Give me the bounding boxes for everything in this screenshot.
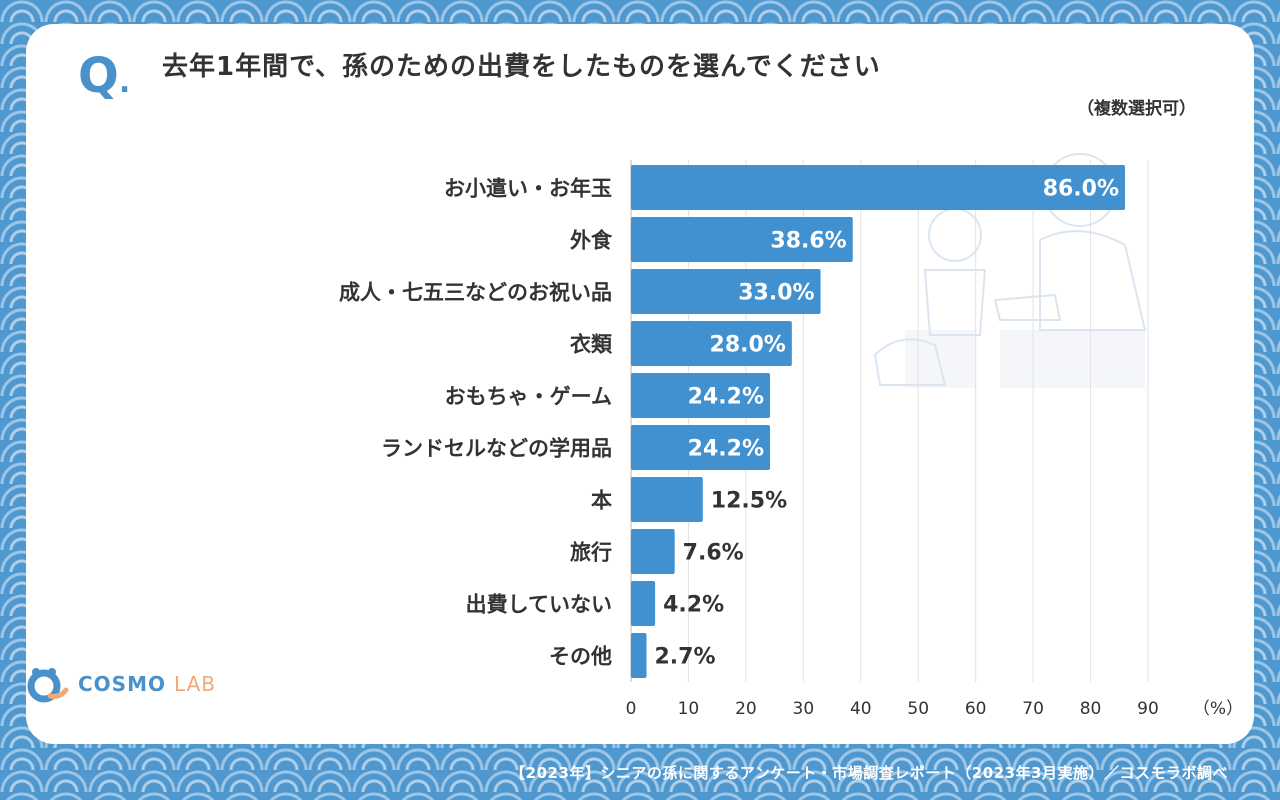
- category-label-5: ランドセルなどの学用品: [381, 437, 612, 461]
- bars: [631, 165, 1126, 678]
- value-label-6: 12.5%: [711, 489, 787, 514]
- category-label-7: 旅行: [570, 541, 612, 565]
- logo-cosmo-text: COSMO: [78, 672, 166, 696]
- bar-5: [631, 425, 771, 470]
- chart-title: 去年1年間で、孫のための出費をしたものを選んでください: [162, 52, 881, 82]
- bar-0: [631, 165, 1126, 210]
- category-label-4: おもちゃ・ゲーム: [445, 385, 612, 409]
- category-label-1: 外食: [570, 229, 613, 253]
- value-label-3: 28.0%: [710, 333, 786, 358]
- x-tick-label-80: 80: [1080, 699, 1102, 719]
- category-label-8: 出費していない: [466, 593, 612, 617]
- bar-8: [631, 581, 656, 626]
- x-tick-label-50: 50: [907, 699, 929, 719]
- question-dot: .: [118, 65, 131, 100]
- value-label-0: 86.0%: [1043, 177, 1119, 202]
- category-label-0: お小遣い・お年玉: [444, 177, 612, 201]
- value-label-4: 24.2%: [688, 385, 764, 410]
- category-label-9: その他: [549, 645, 612, 669]
- cosmo-lab-logo: COSMO LAB: [22, 664, 222, 704]
- bar-2: [631, 269, 821, 314]
- x-tick-label-20: 20: [735, 699, 757, 719]
- category-label-6: 本: [591, 489, 612, 513]
- source-footer: 【2023年】シニアの孫に関するアンケート・市場調査レポート（2023年3月実施…: [510, 764, 1228, 782]
- multiple-choice-note: （複数選択可）: [1077, 99, 1196, 119]
- value-label-2: 33.0%: [738, 281, 814, 306]
- value-label-5: 24.2%: [688, 437, 764, 462]
- bar-3: [631, 321, 792, 366]
- value-labels: 86.0% 38.6% 33.0% 28.0% 24.2% 24.2% 12.5% 7.6% 4…: [655, 177, 1120, 670]
- x-tick-label-30: 30: [793, 699, 815, 719]
- cosmo-logo-icon: [27, 668, 69, 703]
- question-mark: Q.: [78, 48, 130, 104]
- value-label-8: 4.2%: [663, 593, 724, 618]
- bar-7: [631, 529, 675, 574]
- question-letter: Q: [78, 48, 119, 104]
- grandparent-illustration: [873, 153, 1147, 388]
- bar-6: [631, 477, 703, 522]
- x-axis-ticks: 0 10 20 30 40 50 60 70 80 90 （%）: [626, 699, 1243, 719]
- category-label-2: 成人・七五三などのお祝い品: [339, 281, 612, 305]
- category-label-3: 衣類: [570, 333, 613, 357]
- logo-lab-text: LAB: [173, 672, 216, 696]
- x-tick-label-10: 10: [678, 699, 700, 719]
- value-label-7: 7.6%: [683, 541, 744, 566]
- value-label-9: 2.7%: [655, 645, 716, 670]
- x-tick-label-60: 60: [965, 699, 987, 719]
- x-axis-unit: （%）: [1193, 699, 1243, 719]
- x-tick-label-90: 90: [1137, 699, 1159, 719]
- bar-1: [631, 217, 853, 262]
- bar-4: [631, 373, 771, 418]
- x-tick-label-70: 70: [1022, 699, 1044, 719]
- logo-wordmark: COSMO LAB: [78, 672, 216, 696]
- x-tick-label-0: 0: [626, 699, 637, 719]
- category-labels: お小遣い・お年玉外食成人・七五三などのお祝い品衣類おもちゃ・ゲームランドセルなど…: [339, 177, 613, 669]
- bar-9: [631, 633, 647, 678]
- x-tick-label-40: 40: [850, 699, 872, 719]
- value-label-1: 38.6%: [770, 229, 846, 254]
